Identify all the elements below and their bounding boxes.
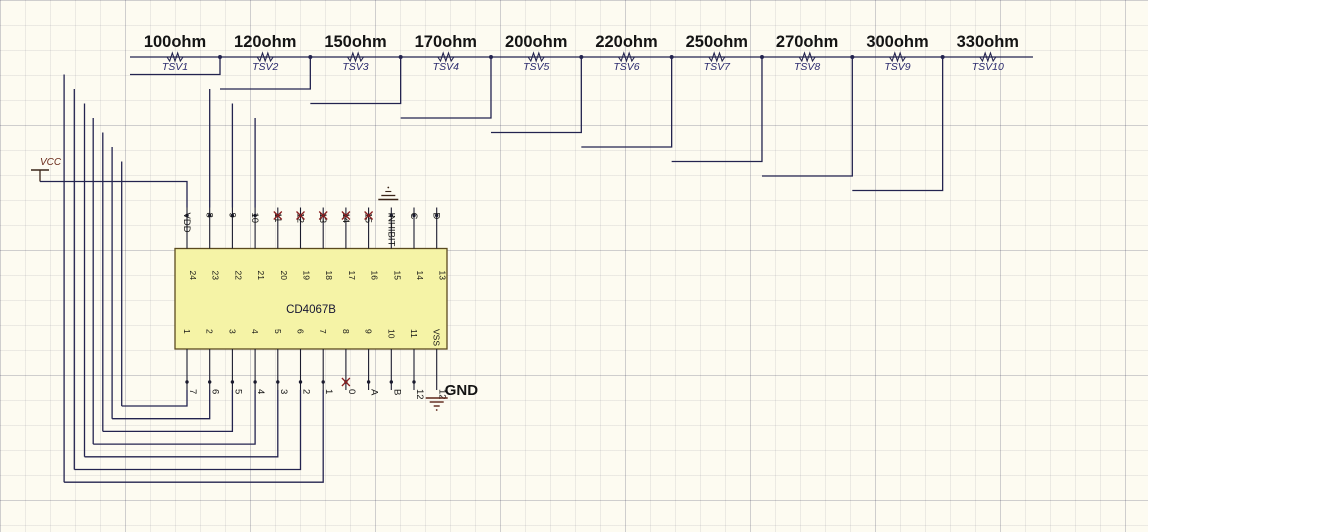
svg-text:6: 6	[296, 329, 306, 334]
svg-text:11: 11	[272, 213, 283, 223]
svg-text:150ohm: 150ohm	[324, 33, 386, 51]
svg-text:1: 1	[323, 389, 334, 394]
svg-text:1: 1	[182, 329, 192, 334]
svg-text:B: B	[391, 389, 402, 395]
svg-text:VCC: VCC	[40, 157, 62, 168]
svg-text:CD4067B: CD4067B	[286, 304, 336, 316]
svg-text:TSV2: TSV2	[252, 61, 278, 73]
svg-text:100ohm: 100ohm	[144, 33, 206, 51]
svg-text:TSV5: TSV5	[523, 61, 549, 73]
svg-text:3: 3	[278, 389, 289, 394]
svg-text:250ohm: 250ohm	[686, 33, 748, 51]
svg-text:5: 5	[273, 329, 283, 334]
svg-text:17: 17	[347, 271, 357, 281]
svg-text:TSV8: TSV8	[794, 61, 820, 73]
svg-text:8: 8	[204, 213, 215, 218]
svg-text:C: C	[408, 213, 419, 220]
svg-text:INHIBIT: INHIBIT	[385, 213, 396, 247]
svg-text:15: 15	[392, 271, 402, 281]
svg-text:VSS: VSS	[432, 329, 442, 346]
svg-text:2: 2	[301, 389, 312, 394]
svg-text:18: 18	[324, 271, 334, 281]
svg-text:5: 5	[232, 389, 243, 394]
svg-text:TSV10: TSV10	[972, 61, 1004, 73]
svg-text:170ohm: 170ohm	[415, 33, 477, 51]
svg-text:TSV9: TSV9	[884, 61, 910, 73]
svg-text:120ohm: 120ohm	[234, 33, 296, 51]
svg-text:TSV7: TSV7	[704, 61, 731, 73]
svg-text:9: 9	[226, 213, 237, 218]
svg-text:4: 4	[250, 329, 260, 334]
svg-text:21: 21	[256, 271, 266, 281]
svg-text:7: 7	[318, 329, 328, 334]
svg-text:8: 8	[341, 329, 351, 334]
svg-text:10: 10	[249, 213, 260, 224]
svg-text:2: 2	[205, 329, 215, 334]
svg-text:11: 11	[409, 329, 419, 338]
svg-text:D: D	[431, 213, 442, 220]
svg-text:TSV3: TSV3	[342, 61, 368, 73]
svg-text:13: 13	[438, 271, 448, 281]
svg-text:220ohm: 220ohm	[595, 33, 657, 51]
svg-text:200ohm: 200ohm	[505, 33, 567, 51]
svg-text:TSV1: TSV1	[162, 61, 188, 73]
svg-text:330ohm: 330ohm	[957, 33, 1019, 51]
svg-text:GND: GND	[445, 382, 479, 399]
svg-text:12: 12	[414, 389, 425, 400]
svg-text:22: 22	[233, 271, 243, 281]
svg-text:3: 3	[227, 329, 237, 334]
svg-text:23: 23	[211, 271, 221, 281]
svg-text:14: 14	[415, 271, 425, 281]
svg-text:10: 10	[386, 329, 396, 339]
svg-text:9: 9	[364, 329, 374, 334]
svg-text:24: 24	[188, 271, 198, 281]
svg-text:TSV4: TSV4	[433, 61, 459, 73]
svg-text:0: 0	[346, 389, 357, 394]
svg-text:4: 4	[255, 389, 266, 394]
svg-text:TSV6: TSV6	[613, 61, 639, 73]
svg-text:16: 16	[370, 271, 380, 281]
svg-text:19: 19	[302, 271, 312, 281]
svg-text:20: 20	[279, 271, 289, 281]
svg-text:A: A	[369, 389, 380, 396]
svg-text:7: 7	[187, 389, 198, 394]
svg-text:VDD: VDD	[181, 213, 192, 233]
svg-text:6: 6	[210, 389, 221, 394]
svg-text:270ohm: 270ohm	[776, 33, 838, 51]
svg-text:300ohm: 300ohm	[866, 33, 928, 51]
